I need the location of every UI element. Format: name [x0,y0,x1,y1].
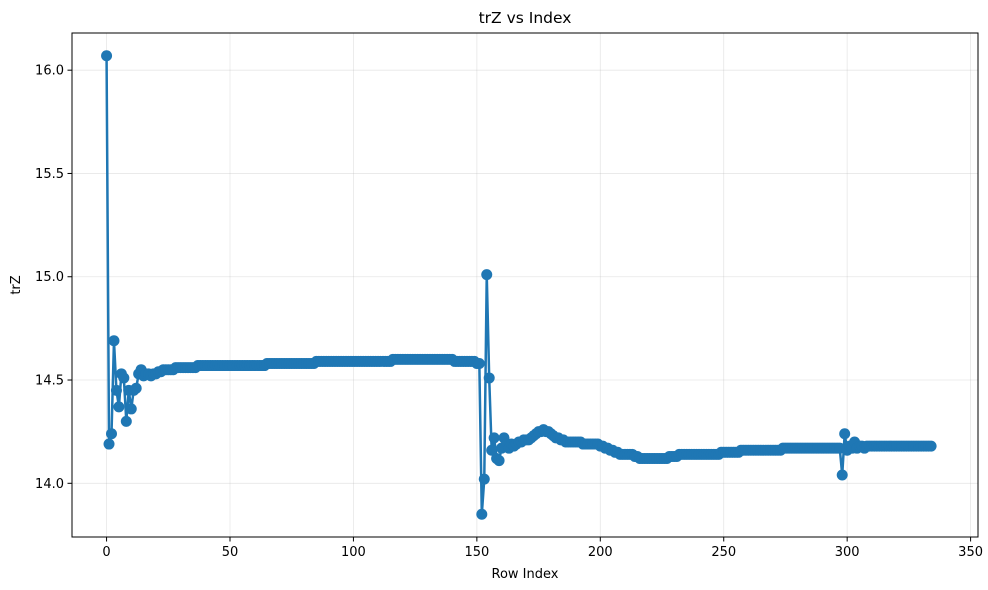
x-tick-label: 200 [588,545,613,560]
y-tick-label: 15.5 [35,167,64,182]
data-point [110,384,122,396]
x-axis-title: Row Index [492,567,559,582]
data-point [488,432,500,444]
y-tick-label: 15.0 [35,270,64,285]
x-tick-label: 300 [835,545,860,560]
chart-title: trZ vs Index [479,9,572,27]
series-trz [101,50,937,520]
data-point [113,401,125,413]
y-tick-label: 14.5 [35,374,64,389]
data-point [473,357,485,369]
data-point [925,440,937,452]
x-tick-label: 0 [102,545,110,560]
y-axis-title: trZ [9,275,24,294]
x-axis: 0 50 100 150 200 250 300 350 [102,537,983,560]
x-tick-label: 100 [341,545,366,560]
y-axis: 14.0 14.5 15.0 15.5 16.0 [35,64,72,492]
data-point [118,372,130,384]
data-point [101,50,113,62]
data-point [106,428,117,440]
data-point [493,455,505,467]
data-point [130,382,142,394]
y-tick-label: 16.0 [35,64,64,79]
data-point [839,428,851,440]
x-tick-label: 50 [222,545,239,560]
plot-frame [71,32,979,538]
grid [72,33,978,537]
data-point [481,269,493,281]
x-tick-label: 150 [464,545,489,560]
data-point [836,469,848,481]
data-point [478,473,490,485]
data-point [103,438,115,450]
y-tick-label: 14.0 [35,477,64,492]
data-point [476,508,488,520]
x-tick-label: 250 [711,545,736,560]
data-point [483,372,495,384]
data-point [486,444,498,456]
data-point [125,403,137,415]
x-tick-label: 350 [958,545,983,560]
data-point [120,415,132,427]
data-point [108,335,120,347]
